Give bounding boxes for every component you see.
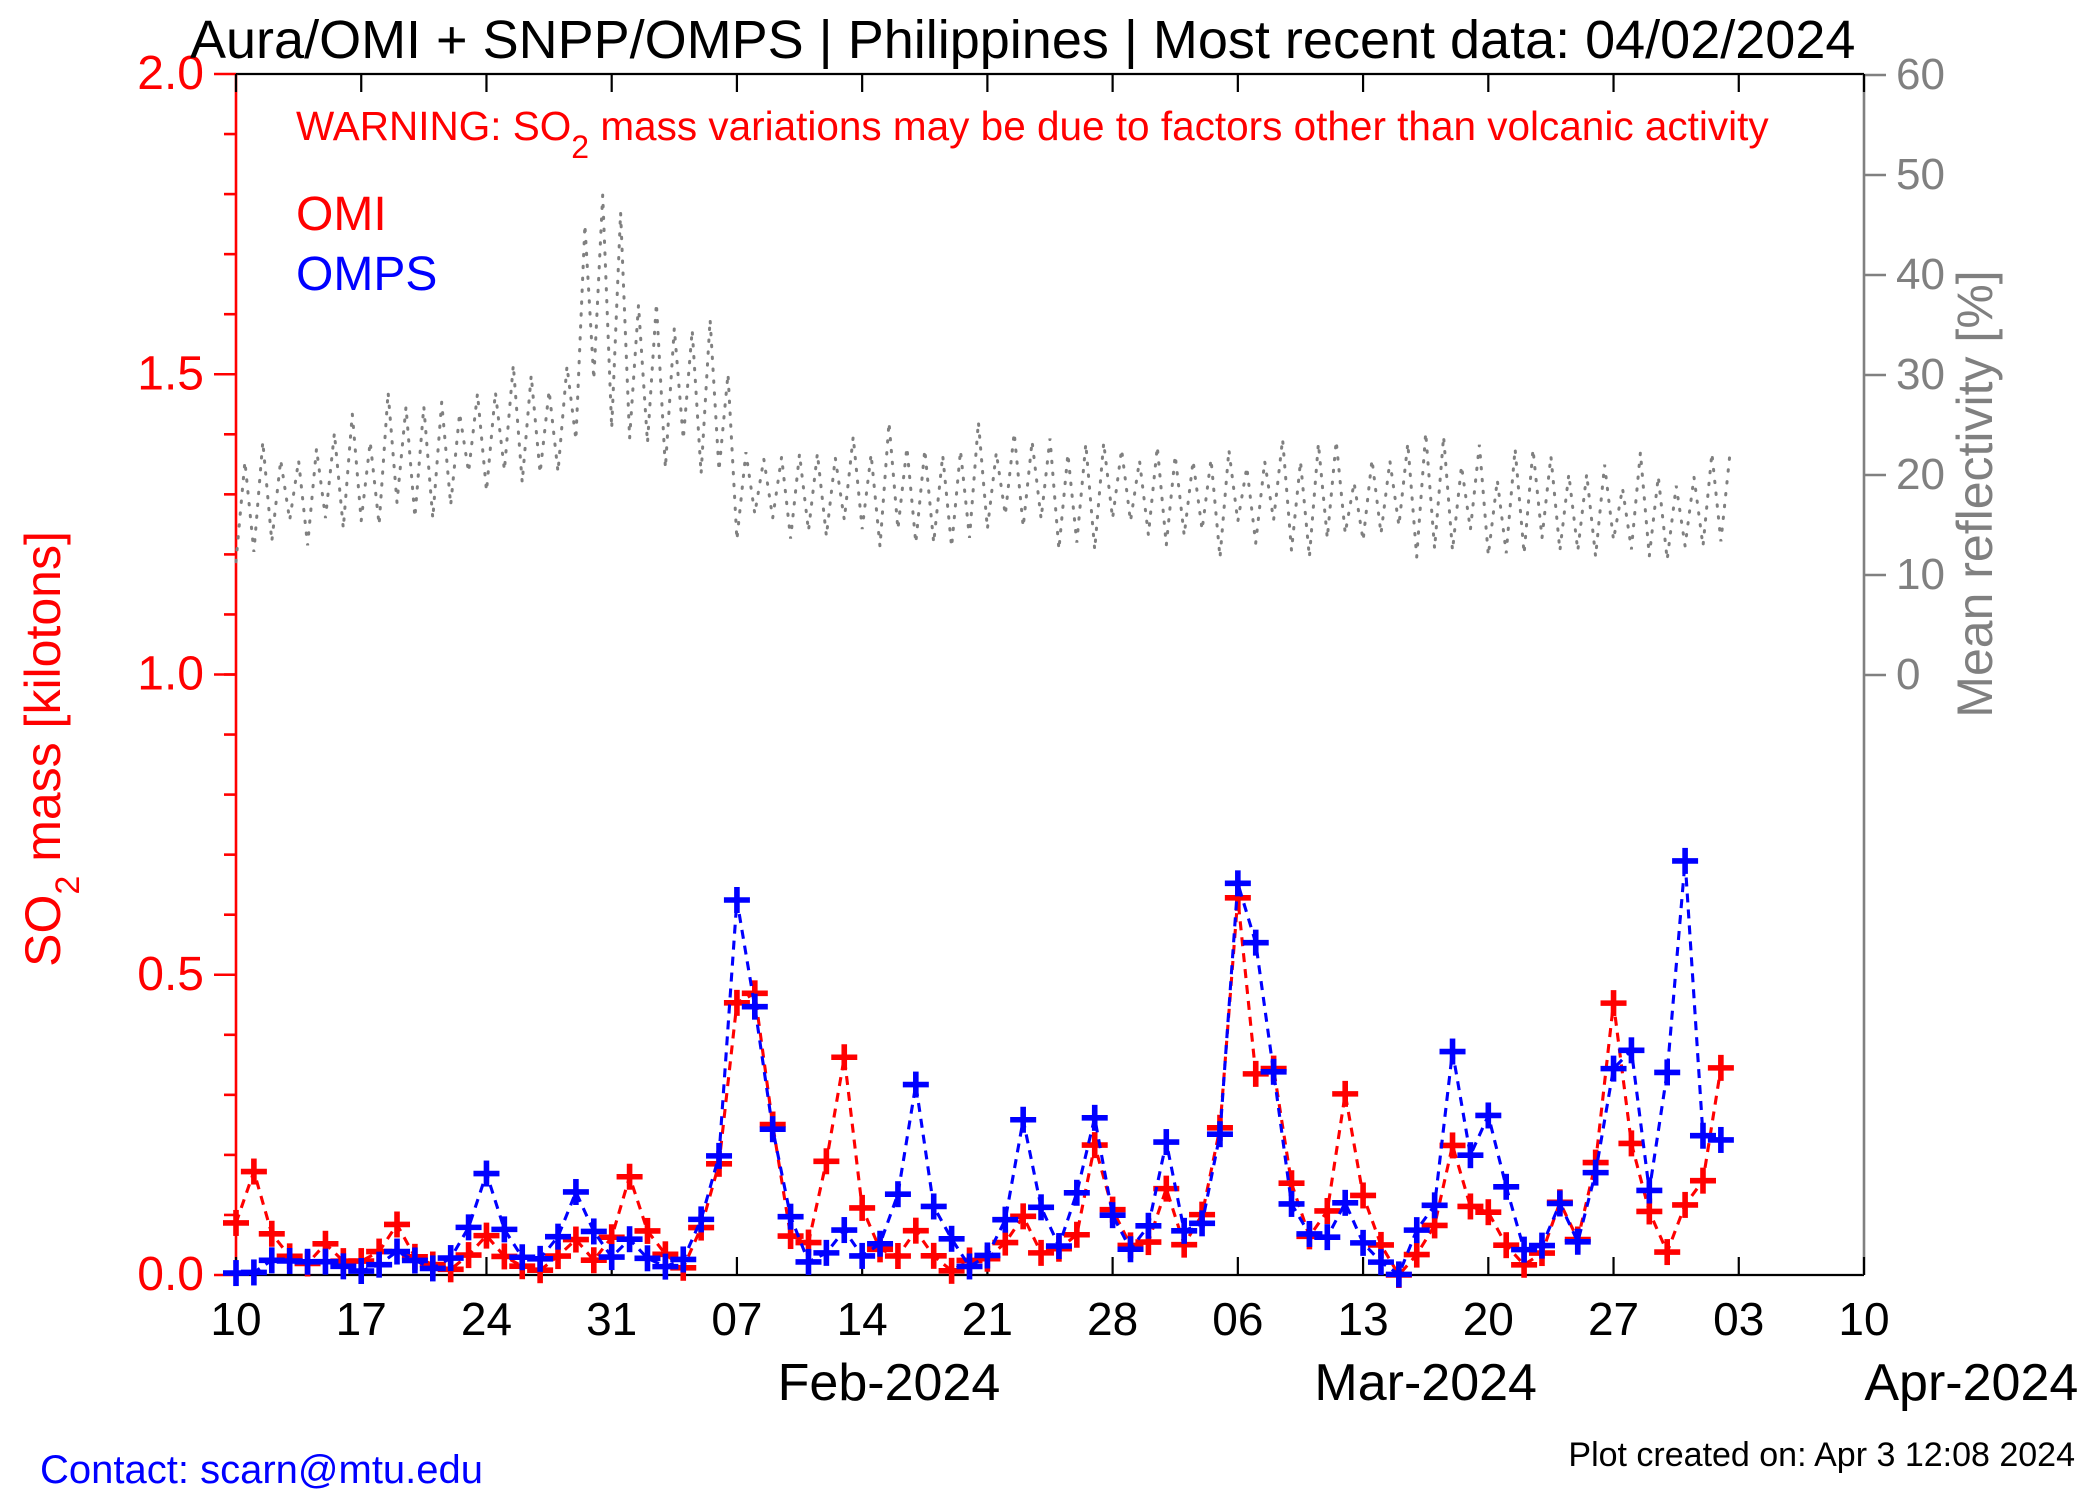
svg-text:17: 17	[336, 1293, 387, 1345]
svg-text:Mar-2024: Mar-2024	[1314, 1354, 1537, 1412]
svg-text:0.5: 0.5	[137, 948, 204, 1001]
svg-text:30: 30	[1896, 350, 1945, 399]
svg-text:10: 10	[210, 1293, 261, 1345]
svg-text:10: 10	[1896, 550, 1945, 599]
svg-text:20: 20	[1896, 450, 1945, 499]
svg-text:10: 10	[1838, 1293, 1889, 1345]
svg-text:20: 20	[1463, 1293, 1514, 1345]
svg-text:Mean reflectivity [%]: Mean reflectivity [%]	[1947, 270, 2003, 717]
svg-text:OMPS: OMPS	[296, 248, 437, 301]
svg-text:OMI: OMI	[296, 188, 387, 241]
svg-text:Apr-2024: Apr-2024	[1864, 1354, 2078, 1412]
svg-text:Contact: scarn@mtu.edu: Contact: scarn@mtu.edu	[40, 1448, 483, 1492]
svg-text:28: 28	[1087, 1293, 1138, 1345]
svg-text:Aura/OMI + SNPP/OMPS | Philipp: Aura/OMI + SNPP/OMPS | Philippines | Mos…	[190, 10, 1855, 70]
svg-text:31: 31	[586, 1293, 637, 1345]
svg-text:06: 06	[1212, 1293, 1263, 1345]
svg-text:07: 07	[711, 1293, 762, 1345]
svg-text:0.0: 0.0	[137, 1248, 204, 1301]
svg-text:Feb-2024: Feb-2024	[778, 1354, 1001, 1412]
svg-text:13: 13	[1337, 1293, 1388, 1345]
svg-text:50: 50	[1896, 150, 1945, 199]
svg-text:Plot created on: Apr 3 12:08: Plot created on: Apr 3 12:08 2024	[1568, 1436, 2075, 1474]
svg-text:14: 14	[837, 1293, 888, 1345]
svg-text:1.5: 1.5	[137, 347, 204, 400]
svg-text:27: 27	[1588, 1293, 1639, 1345]
svg-text:21: 21	[962, 1293, 1013, 1345]
svg-text:0: 0	[1896, 650, 1920, 699]
svg-text:24: 24	[461, 1293, 512, 1345]
svg-text:1.0: 1.0	[137, 648, 204, 701]
svg-text:03: 03	[1713, 1293, 1764, 1345]
svg-text:40: 40	[1896, 250, 1945, 299]
svg-text:60: 60	[1896, 50, 1945, 99]
